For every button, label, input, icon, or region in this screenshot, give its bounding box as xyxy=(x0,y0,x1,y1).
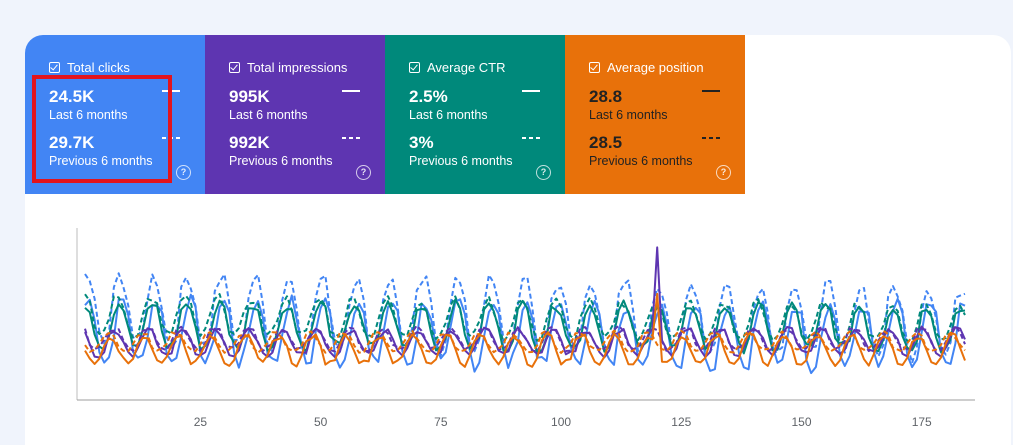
help-icon[interactable]: ? xyxy=(536,165,551,180)
dashed-line-legend-icon xyxy=(522,137,540,139)
current-label: Last 6 months xyxy=(229,108,308,122)
x-tick-label: 100 xyxy=(551,415,571,429)
tick-layer: 25 50 75 100 125 150 175 xyxy=(194,415,932,429)
previous-value: 3% xyxy=(409,133,434,152)
checkbox-icon[interactable] xyxy=(229,62,240,73)
series-line-3 xyxy=(84,293,966,345)
current-value: 995K xyxy=(229,87,270,106)
dashed-line-legend-icon xyxy=(702,137,720,139)
previous-value: 29.7K xyxy=(49,133,95,152)
series-line-6 xyxy=(84,292,966,368)
x-tick-label: 150 xyxy=(791,415,811,429)
x-tick-label: 25 xyxy=(194,415,208,429)
card-title: Total clicks xyxy=(67,60,130,75)
current-label: Last 6 months xyxy=(409,108,488,122)
card-header[interactable]: Average position xyxy=(589,60,704,75)
help-icon[interactable]: ? xyxy=(716,165,731,180)
solid-line-legend-icon xyxy=(522,90,540,92)
previous-label: Previous 6 months xyxy=(589,154,693,168)
card-header[interactable]: Average CTR xyxy=(409,60,506,75)
performance-line-chart: 25 50 75 100 125 150 175 xyxy=(76,228,975,429)
checkbox-icon[interactable] xyxy=(409,62,420,73)
dashed-line-legend-icon xyxy=(342,137,360,139)
x-tick-label: 75 xyxy=(434,415,448,429)
card-header[interactable]: Total clicks xyxy=(49,60,130,75)
series-line-7 xyxy=(84,329,966,354)
checkbox-icon[interactable] xyxy=(49,62,60,73)
solid-line-legend-icon xyxy=(702,90,720,92)
performance-panel: Total clicks 24.5K Last 6 months 29.7K P… xyxy=(25,35,1011,445)
current-value: 24.5K xyxy=(49,87,95,106)
previous-value: 992K xyxy=(229,133,270,152)
solid-line-legend-icon xyxy=(342,90,360,92)
help-icon[interactable]: ? xyxy=(176,165,191,180)
previous-label: Previous 6 months xyxy=(49,154,153,168)
current-value: 2.5% xyxy=(409,87,448,106)
help-icon[interactable]: ? xyxy=(356,165,371,180)
x-tick-label: 175 xyxy=(912,415,932,429)
current-label: Last 6 months xyxy=(589,108,668,122)
highlight-box xyxy=(32,75,172,183)
previous-label: Previous 6 months xyxy=(229,154,333,168)
x-tick-label: 50 xyxy=(314,415,328,429)
card-title: Total impressions xyxy=(247,60,348,75)
current-value: 28.8 xyxy=(589,87,623,106)
card-title: Average CTR xyxy=(427,60,506,75)
series-layer xyxy=(84,246,966,375)
card-total-impressions[interactable]: Total impressions 995K Last 6 months 992… xyxy=(205,35,385,194)
card-average-position[interactable]: Average position 28.8 Last 6 months 28.5… xyxy=(565,35,745,194)
card-title: Average position xyxy=(607,60,704,75)
metric-cards: Total clicks 24.5K Last 6 months 29.7K P… xyxy=(25,35,745,194)
card-header[interactable]: Total impressions xyxy=(229,60,347,75)
previous-label: Previous 6 months xyxy=(409,154,513,168)
checkbox-icon[interactable] xyxy=(589,62,600,73)
card-total-clicks[interactable]: Total clicks 24.5K Last 6 months 29.7K P… xyxy=(25,35,205,194)
card-average-ctr[interactable]: Average CTR 2.5% Last 6 months 3% Previo… xyxy=(385,35,565,194)
previous-value: 28.5 xyxy=(589,133,623,152)
current-label: Last 6 months xyxy=(49,108,128,122)
x-tick-label: 125 xyxy=(671,415,691,429)
